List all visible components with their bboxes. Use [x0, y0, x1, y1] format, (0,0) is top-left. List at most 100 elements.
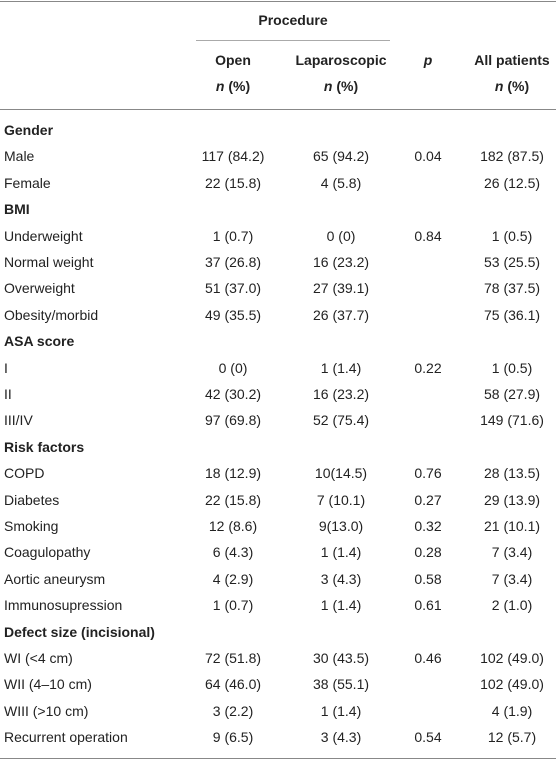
group-header: Procedure — [258, 12, 328, 28]
row-label: Male — [4, 148, 35, 165]
row-label: III/IV — [4, 412, 33, 429]
cell: 0.04 — [414, 148, 442, 165]
cell: 1 (1.4) — [320, 544, 362, 561]
cell: 1 (1.4) — [320, 359, 362, 376]
cell: 28 (13.5) — [483, 465, 541, 482]
cell: 1 (1.4) — [320, 702, 362, 719]
cell: 49 (35.5) — [204, 306, 262, 323]
cell: 0.46 — [414, 650, 442, 666]
section-title: Defect size (incisional) — [4, 623, 155, 640]
row-label: Smoking — [4, 518, 59, 534]
column-header: Open — [215, 52, 251, 68]
section-title: Gender — [4, 122, 54, 138]
row-label: Immunosupression — [4, 597, 123, 614]
cell: 0.27 — [414, 491, 442, 508]
cell: 26 (37.7) — [312, 306, 370, 323]
cell: 37 (26.8) — [204, 254, 262, 270]
cell: 7 (3.4) — [491, 570, 533, 587]
cell: 102 (49.0) — [480, 676, 544, 693]
cell: 1 (0.7) — [212, 597, 254, 614]
cell: 149 (71.6) — [480, 412, 544, 429]
cell: 0 (0) — [326, 227, 356, 244]
cell: 58 (27.9) — [483, 386, 541, 402]
cell: 52 (75.4) — [312, 412, 370, 429]
row-label: II — [4, 386, 12, 402]
cell: 1 (0.5) — [491, 359, 533, 376]
column-unit: n (%) — [494, 78, 530, 94]
cell: 7 (3.4) — [491, 544, 533, 561]
column-unit: n (%) — [323, 78, 359, 94]
cell: 22 (15.8) — [204, 174, 262, 191]
cell: 64 (46.0) — [204, 676, 262, 693]
cell: 3 (2.2) — [212, 702, 254, 719]
cell: 3 (4.3) — [320, 570, 362, 587]
cell: 3 (4.3) — [320, 729, 362, 746]
cell: 6 (4.3) — [212, 544, 254, 561]
column-unit: n (%) — [215, 78, 251, 94]
row-label: WI (<4 cm) — [4, 650, 73, 666]
cell: 42 (30.2) — [204, 386, 262, 402]
bottom-rule — [0, 758, 556, 759]
column-header: p — [423, 52, 433, 68]
cell: 12 (8.6) — [208, 518, 258, 534]
cell: 0.32 — [414, 518, 442, 534]
cell: 0.58 — [414, 570, 442, 587]
cell: 0.54 — [414, 729, 442, 746]
cell: 51 (37.0) — [204, 280, 262, 297]
cell: 1 (0.5) — [491, 227, 533, 244]
cell: 22 (15.8) — [204, 491, 262, 508]
section-title: BMI — [4, 201, 30, 218]
cell: 1 (0.7) — [212, 227, 254, 244]
row-label: Recurrent operation — [4, 729, 128, 746]
cell: 26 (12.5) — [483, 174, 541, 191]
header-rule — [0, 109, 556, 110]
cell: 78 (37.5) — [483, 280, 541, 297]
row-label: Underweight — [4, 227, 83, 244]
cell: 0.28 — [414, 544, 442, 561]
row-label: Female — [4, 174, 51, 191]
cell: 21 (10.1) — [483, 518, 541, 534]
cell: 1 (1.4) — [320, 597, 362, 614]
row-label: Overweight — [4, 280, 75, 297]
section-title: ASA score — [4, 333, 75, 350]
cell: 4 (2.9) — [212, 570, 254, 587]
cell: 75 (36.1) — [483, 306, 541, 323]
cell: 4 (5.8) — [320, 174, 362, 191]
cell: 16 (23.2) — [312, 386, 370, 402]
row-label: WIII (>10 cm) — [4, 702, 89, 719]
cell: 4 (1.9) — [491, 702, 533, 719]
cell: 0.61 — [414, 597, 442, 614]
row-label: Diabetes — [4, 491, 60, 508]
row-label: COPD — [4, 465, 45, 482]
cell: 7 (10.1) — [316, 491, 366, 508]
cell: 65 (94.2) — [312, 148, 370, 165]
cell: 72 (51.8) — [204, 650, 262, 666]
cell: 29 (13.9) — [483, 491, 541, 508]
cell: 12 (5.7) — [487, 729, 537, 746]
row-label: WII (4–10 cm) — [4, 676, 92, 693]
column-header: All patients — [474, 52, 550, 68]
cell: 53 (25.5) — [483, 254, 541, 270]
row-label: Coagulopathy — [4, 544, 91, 561]
cell: 38 (55.1) — [312, 676, 370, 693]
cell: 0 (0) — [218, 359, 248, 376]
cell: 0.76 — [414, 465, 442, 482]
column-header: Laparoscopic — [295, 52, 387, 68]
cell: 0.84 — [414, 227, 442, 244]
cell: 2 (1.0) — [491, 597, 533, 614]
cell: 182 (87.5) — [480, 148, 544, 165]
cell: 9 (6.5) — [212, 729, 254, 746]
cell: 16 (23.2) — [312, 254, 370, 270]
top-rule — [0, 1, 556, 2]
cell: 97 (69.8) — [204, 412, 262, 429]
row-label: Obesity/morbid — [4, 306, 99, 323]
row-label: Normal weight — [4, 254, 94, 270]
cell: 9(13.0) — [318, 518, 364, 534]
row-label: Aortic aneurysm — [4, 570, 106, 587]
cell: 18 (12.9) — [204, 465, 262, 482]
cell: 10(14.5) — [314, 465, 368, 482]
cell: 30 (43.5) — [312, 650, 370, 666]
cell: 27 (39.1) — [312, 280, 370, 297]
cell: 102 (49.0) — [480, 650, 544, 666]
